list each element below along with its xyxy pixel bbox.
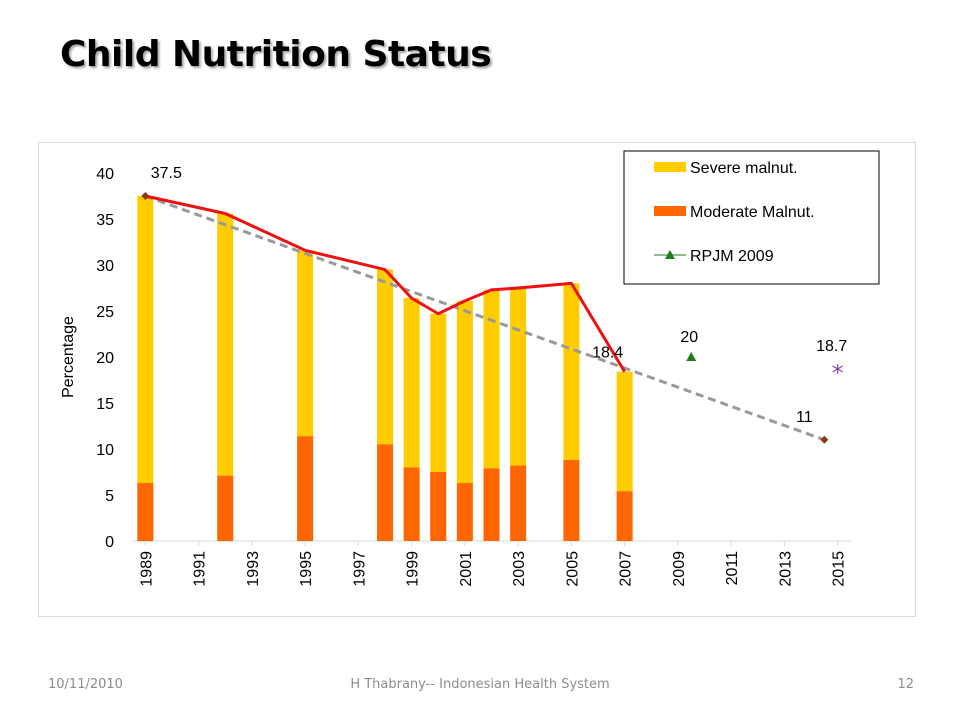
target-label: 18.7: [816, 338, 847, 355]
bar-severe-1989: [137, 196, 154, 484]
legend-swatch-moderate: [654, 206, 686, 216]
x-tick-label: 1991: [192, 551, 209, 587]
y-tick-label: 5: [105, 488, 114, 505]
bar-severe-2002: [483, 289, 500, 469]
x-tick-label: 1993: [245, 551, 262, 587]
bar-severe-2001: [456, 300, 473, 484]
bar-severe-2000: [430, 313, 447, 472]
bar-severe-1992: [217, 213, 234, 476]
data-label: 37.5: [151, 165, 182, 182]
x-tick-label: 1999: [405, 551, 422, 587]
bar-severe-1995: [297, 250, 314, 437]
chart-bars: [137, 196, 633, 541]
target-point-stroke: [832, 365, 843, 373]
y-tick-label: 30: [96, 258, 114, 275]
target-point: [832, 363, 843, 374]
footer-page-number: 12: [897, 677, 914, 692]
trend-line: [144, 194, 825, 442]
x-tick-label: 1995: [298, 551, 315, 587]
legend-label: RPJM 2009: [690, 248, 774, 265]
total-line: [144, 194, 626, 373]
bar-severe-1998: [376, 269, 393, 445]
y-axis-title: Percentage: [60, 316, 77, 398]
y-tick-label: 10: [96, 442, 114, 459]
legend-label: Moderate Malnut.: [690, 204, 815, 221]
bar-moderate-2000: [430, 472, 447, 541]
bar-moderate-1992: [217, 475, 234, 541]
x-tick-label: 2005: [564, 551, 581, 587]
y-tick-label: 40: [96, 166, 114, 183]
footer-center: H Thabrany-- Indonesian Health System: [350, 677, 610, 692]
bar-moderate-1998: [376, 444, 393, 541]
bar-moderate-1989: [137, 483, 154, 541]
bar-severe-2007: [616, 371, 633, 492]
x-tick-label: 2011: [724, 551, 741, 586]
data-label: 11: [796, 409, 813, 426]
rpjm-label: 20: [680, 329, 698, 346]
footer-date: 10/11/2010: [48, 677, 123, 692]
x-tick-label: 2013: [777, 551, 794, 587]
y-tick-label: 20: [96, 350, 114, 367]
x-tick-label: 1997: [351, 551, 368, 587]
bar-moderate-2005: [563, 460, 580, 541]
legend-label: Severe malnut.: [690, 160, 798, 177]
chart-points: [141, 192, 843, 444]
y-tick-label: 35: [96, 212, 114, 229]
x-tick-label: 2009: [671, 551, 688, 587]
x-tick-label: 2015: [831, 551, 848, 587]
x-tick-label: 1989: [138, 551, 155, 587]
bar-moderate-2002: [483, 468, 500, 541]
bar-severe-2003: [510, 288, 527, 466]
chart: 0 5 10 15 20 25 30 35 40 1989 1991 1993 1995 1997 1999…: [60, 150, 880, 587]
y-tick-label: 0: [105, 534, 114, 551]
slide-title: Child Nutrition Status: [60, 34, 492, 75]
bar-moderate-2007: [616, 491, 633, 541]
bar-severe-2005: [563, 283, 580, 461]
chart-labels: 20 18.7 37.5 18.4 11: [151, 165, 848, 426]
chart-legend: Severe malnut. Moderate Malnut. RPJM 2009: [623, 150, 880, 285]
y-tick-label: 25: [96, 304, 114, 321]
x-tick-label: 2007: [618, 551, 635, 587]
rpjm-point: [686, 352, 697, 361]
bar-moderate-2003: [510, 465, 527, 541]
data-label: 18.4: [592, 345, 623, 362]
chart-lines: [144, 194, 825, 442]
legend-swatch-rpjm-marker: [665, 250, 675, 259]
bar-moderate-1999: [403, 467, 420, 541]
bar-moderate-1995: [297, 436, 314, 541]
legend-swatch-severe: [654, 162, 686, 172]
bar-severe-1999: [403, 298, 420, 468]
chart-frame: 0 5 10 15 20 25 30 35 40 1989 1991 1993 1995 1997 1999…: [38, 142, 916, 617]
bar-moderate-2001: [456, 483, 473, 541]
x-tick-label: 2003: [511, 551, 528, 587]
legend-box: [623, 150, 880, 285]
chart-axes: 0 5 10 15 20 25 30 35 40 1989 1991 1993 1995 1997 1999…: [60, 166, 851, 587]
trend-marker-start: [141, 192, 150, 200]
trend-marker-end: [820, 435, 829, 444]
x-tick-label: 2001: [458, 551, 475, 587]
y-tick-label: 15: [96, 396, 114, 413]
